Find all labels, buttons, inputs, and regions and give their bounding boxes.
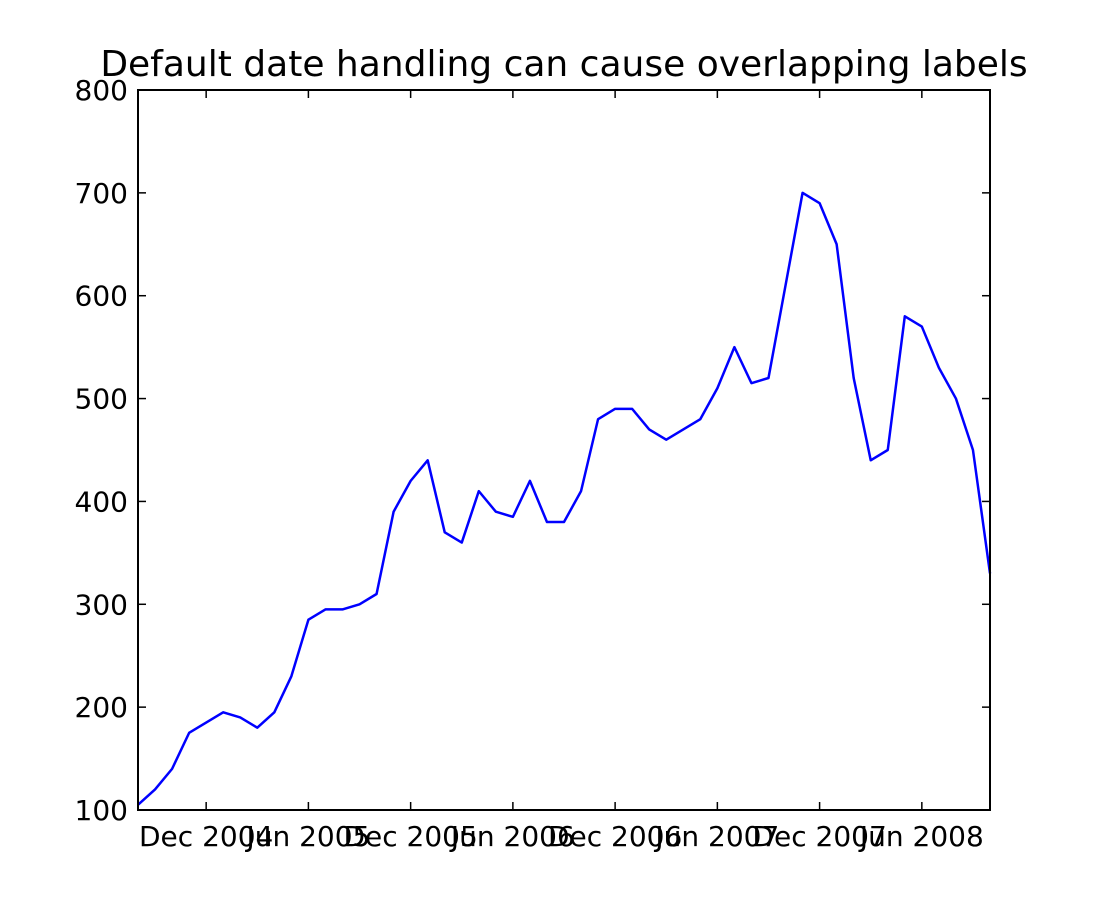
x-tick-label: Jun 2005 bbox=[244, 820, 370, 853]
data-line bbox=[137, 191, 992, 806]
y-tick-label: 700 bbox=[75, 177, 128, 210]
y-tick-label: 100 bbox=[75, 794, 128, 827]
y-tick-label: 600 bbox=[75, 280, 128, 313]
x-tick-label: Dec 2007 bbox=[752, 820, 886, 853]
y-tick-label: 300 bbox=[75, 588, 128, 621]
y-tick-label: 400 bbox=[75, 485, 128, 518]
y-tick-label: 500 bbox=[75, 383, 128, 416]
chart-title: Default date handling can cause overlapp… bbox=[100, 44, 1027, 85]
x-tick-label: Dec 2004 bbox=[139, 820, 273, 853]
x-tick-label: Jun 2007 bbox=[653, 820, 779, 853]
x-tick-label: Dec 2005 bbox=[343, 820, 477, 853]
y-tick-label: 200 bbox=[75, 691, 128, 724]
y-tick-label: 800 bbox=[75, 74, 128, 107]
x-tick-label: Jun 2008 bbox=[858, 820, 984, 853]
plot-frame bbox=[137, 89, 991, 811]
x-tick-label: Jun 2006 bbox=[449, 820, 575, 853]
x-tick-label: Dec 2006 bbox=[548, 820, 682, 853]
